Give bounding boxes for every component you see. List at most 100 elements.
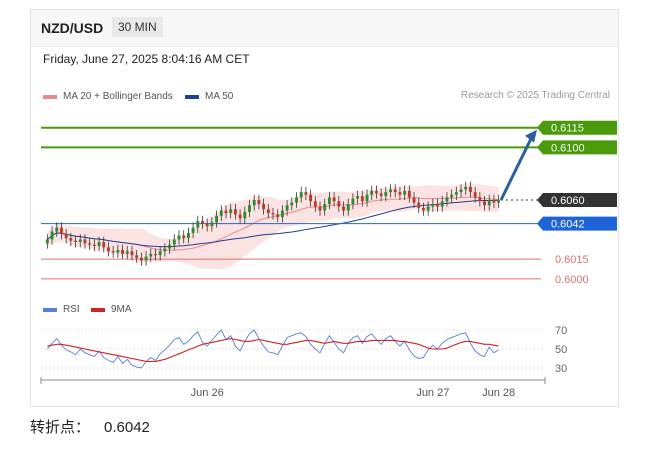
candle-body bbox=[238, 214, 242, 219]
projection-arrow-head bbox=[525, 129, 537, 143]
rsi-tick-1: 50 bbox=[555, 344, 567, 356]
candle-body bbox=[346, 203, 350, 211]
candle-body bbox=[186, 232, 190, 239]
candle-body bbox=[299, 192, 303, 198]
candle-body bbox=[163, 248, 167, 252]
pivot-footer: 转折点： 0.6042 bbox=[30, 416, 150, 437]
candle-body bbox=[130, 251, 134, 256]
legend-9ma-swatch bbox=[91, 307, 105, 312]
candle-body bbox=[210, 222, 214, 227]
projection-arrow-line bbox=[499, 136, 534, 201]
candle-body bbox=[69, 238, 73, 241]
candle-body bbox=[285, 205, 289, 211]
candle-body bbox=[431, 203, 435, 207]
candle-body bbox=[398, 192, 402, 195]
candle-body bbox=[356, 196, 360, 199]
candle-body bbox=[224, 210, 228, 214]
candle-body bbox=[379, 193, 383, 197]
source-credit: Research © 2025 Trading Central bbox=[460, 90, 610, 101]
x-tick-label-2: Jun 28 bbox=[482, 387, 515, 399]
price-chart: 0.6115 0.6100 0.6060 0.6042 0.6015 0.6000 70 50… bbox=[40, 120, 617, 399]
candle-body bbox=[149, 253, 153, 257]
candle-body bbox=[97, 242, 101, 246]
candle-body bbox=[360, 196, 364, 202]
candle-body bbox=[313, 201, 317, 207]
candle-body bbox=[412, 197, 416, 203]
candle-body bbox=[323, 203, 327, 211]
level-badge-2 bbox=[537, 193, 617, 207]
rsi-line bbox=[47, 329, 499, 369]
candle-body bbox=[215, 215, 219, 223]
pivot-footer-label: 转折点： bbox=[30, 419, 91, 436]
candle-body bbox=[483, 201, 487, 206]
chart-card: NZD/USD 30 MIN Friday, June 27, 2025 8:0… bbox=[30, 9, 619, 407]
rsi-9ma-line bbox=[47, 338, 499, 362]
candle-body bbox=[426, 206, 430, 211]
candle-body bbox=[304, 192, 308, 195]
level-badge-1 bbox=[537, 140, 617, 155]
candle-body bbox=[196, 221, 200, 228]
legend-ma50-swatch bbox=[185, 94, 199, 99]
candle-body bbox=[252, 200, 256, 206]
candle-body bbox=[342, 206, 345, 211]
legend-rsi: RSI bbox=[43, 304, 80, 315]
level-label-3: 0.6042 bbox=[551, 219, 585, 231]
candle-body bbox=[243, 211, 247, 219]
candle-body bbox=[290, 202, 294, 206]
level-label-5: 0.6000 bbox=[555, 274, 589, 286]
bollinger-band bbox=[47, 183, 499, 270]
candle-body bbox=[436, 203, 439, 207]
candle-body bbox=[365, 194, 369, 202]
candle-body bbox=[257, 200, 261, 204]
candle-body bbox=[473, 192, 477, 198]
candle-body bbox=[351, 198, 355, 204]
candle-body bbox=[219, 210, 223, 216]
candle-body bbox=[276, 214, 280, 218]
candle-body bbox=[421, 207, 425, 211]
candle-body bbox=[144, 256, 148, 261]
candle-body bbox=[83, 239, 87, 244]
symbol-label: NZD/USD bbox=[41, 20, 104, 36]
candle-body bbox=[454, 192, 458, 195]
candle-body bbox=[55, 227, 59, 232]
legend-ma50: MA 50 bbox=[185, 91, 233, 102]
candle-body bbox=[182, 235, 186, 239]
level-label-2: 0.6060 bbox=[551, 195, 585, 207]
candle-body bbox=[266, 209, 270, 214]
candle-body bbox=[168, 244, 172, 249]
candle-body bbox=[487, 200, 491, 206]
candle-body bbox=[384, 192, 388, 197]
timeframe-badge[interactable]: 30 MIN bbox=[112, 17, 163, 37]
candle-body bbox=[107, 247, 110, 252]
candle-body bbox=[50, 231, 54, 240]
candle-body bbox=[116, 249, 120, 253]
candle-body bbox=[389, 189, 392, 193]
level-badge-0 bbox=[537, 120, 617, 135]
candle-body bbox=[121, 249, 125, 254]
candle-body bbox=[374, 190, 378, 194]
candle-body bbox=[497, 200, 501, 203]
rsi-tick-0: 70 bbox=[555, 325, 567, 337]
level-label-0: 0.6115 bbox=[551, 123, 584, 135]
candle-body bbox=[135, 255, 139, 258]
candle-body bbox=[417, 202, 421, 208]
candle-body bbox=[177, 235, 181, 240]
candle-body bbox=[445, 197, 449, 202]
candle-body bbox=[111, 251, 115, 253]
level-badge-3 bbox=[537, 216, 617, 231]
candle-body bbox=[337, 201, 341, 207]
candle-body bbox=[78, 239, 82, 243]
candle-body bbox=[233, 209, 237, 215]
candle-body bbox=[59, 227, 63, 235]
candle-body bbox=[327, 197, 331, 204]
candle-body bbox=[492, 200, 496, 203]
candle-body bbox=[172, 239, 176, 245]
legend-9ma: 9MA bbox=[91, 304, 132, 315]
legend-ma50-label: MA 50 bbox=[205, 91, 234, 102]
candle-body bbox=[280, 210, 284, 218]
candle-body bbox=[74, 240, 78, 243]
candle-body bbox=[158, 251, 162, 256]
x-tick-label-0: Jun 26 bbox=[191, 387, 224, 399]
candle-body bbox=[459, 189, 463, 193]
candle-body bbox=[139, 257, 143, 261]
